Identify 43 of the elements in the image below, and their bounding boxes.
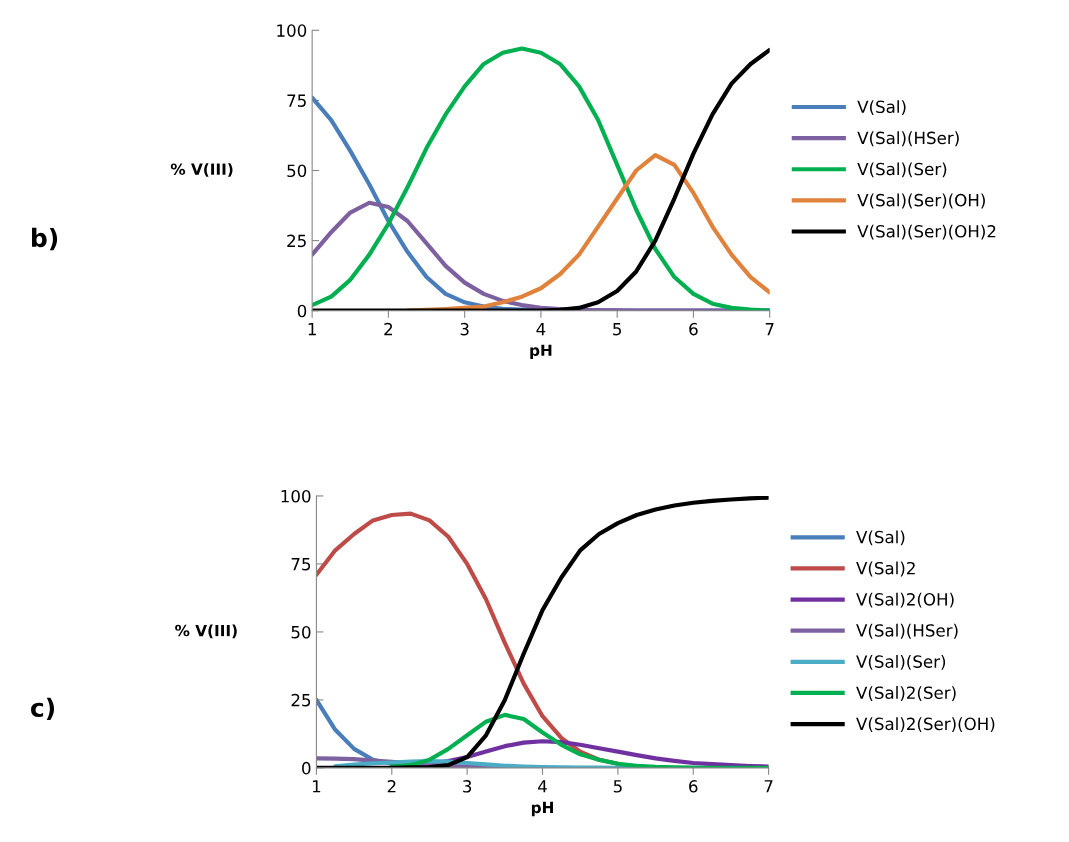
y-tick-label: 75: [291, 558, 311, 571]
legend-label: V(Sal)(Ser)(OH): [857, 193, 985, 209]
x-tick-label: 3: [460, 322, 469, 336]
y-tick-label: 50: [291, 625, 311, 639]
y-axis-title: % V(III): [175, 624, 237, 639]
legend-label: V(Sal): [856, 530, 905, 546]
legend-label: V(Sal)(Ser): [856, 654, 946, 670]
legend-label: V(Sal)(Ser): [857, 162, 947, 178]
x-tick-label: 4: [538, 780, 547, 793]
y-tick-label: 0: [302, 761, 311, 775]
legend-label: V(Sal)2(Ser)(OH): [856, 717, 995, 733]
y-tick-label: 25: [287, 234, 306, 248]
legend-label: V(Sal)(HSer): [857, 131, 959, 147]
legend-label: V(Sal)(HSer): [856, 623, 958, 639]
x-axis-title: pH: [530, 344, 552, 359]
text: b): [32, 227, 58, 251]
y-axis-title: % V(III): [170, 163, 233, 177]
legend-label: V(Sal)(Ser)(OH)2: [857, 224, 996, 240]
x-axis-title: pH: [531, 801, 553, 817]
x-tick-label: 6: [689, 322, 698, 336]
legend-label: V(Sal)2(Ser): [856, 686, 956, 701]
x-tick-label: 7: [764, 780, 773, 793]
legend-label: V(Sal)2(OH): [856, 592, 954, 608]
x-tick-label: 5: [613, 323, 622, 336]
x-tick-label: 7: [765, 323, 774, 336]
y-tick-label: 0: [297, 304, 307, 318]
legend-label: V(Sal): [857, 100, 906, 116]
y-tick-label: 75: [287, 94, 306, 107]
y-tick-label: 100: [277, 24, 307, 37]
x-tick-label: 4: [536, 323, 546, 336]
x-tick-label: 1: [308, 323, 316, 336]
x-tick-label: 2: [387, 780, 396, 793]
y-tick-label: 50: [287, 164, 307, 178]
legend-label: V(Sal)2: [856, 561, 915, 577]
x-tick-label: 6: [689, 780, 698, 793]
x-tick-label: 5: [613, 780, 622, 793]
line-series: [389, 712, 769, 768]
y-tick-label: 100: [281, 489, 311, 503]
x-tick-label: 3: [463, 780, 472, 793]
text: c): [31, 697, 55, 720]
x-tick-label: 1: [312, 780, 321, 793]
x-tick-label: 2: [384, 322, 393, 336]
y-tick-label: 25: [291, 693, 311, 707]
